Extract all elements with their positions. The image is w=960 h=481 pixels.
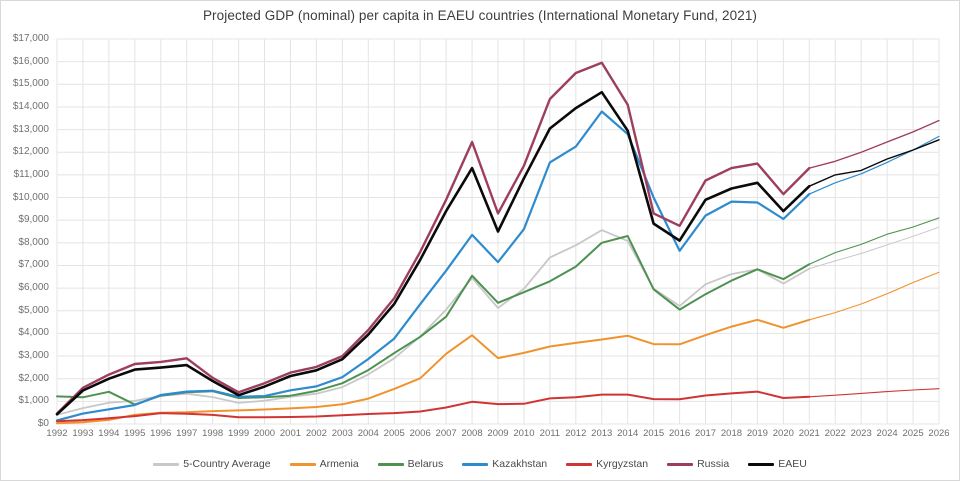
x-tick-label: 2001 <box>279 428 302 439</box>
legend-label: Armenia <box>319 458 359 470</box>
legend-swatch <box>667 462 694 466</box>
chart-title: Projected GDP (nominal) per capita in EA… <box>202 8 758 23</box>
x-tick-label: 2000 <box>253 428 276 439</box>
x-tick-label: 1996 <box>150 428 172 439</box>
y-tick-label: $8,000 <box>18 236 49 248</box>
y-tick-label: $4,000 <box>18 327 49 339</box>
series-line-armenia-projection <box>808 271 940 321</box>
x-tick-label: 2023 <box>850 428 872 439</box>
y-tick-label: $1,000 <box>18 395 49 407</box>
series-line-5-country-average <box>56 229 811 416</box>
x-tick-label: 2004 <box>357 428 379 439</box>
x-tick-label: 2026 <box>928 428 950 439</box>
x-tick-label: 2016 <box>669 428 691 439</box>
legend-swatch <box>377 462 404 466</box>
series-line-eaeu-projection <box>808 139 940 187</box>
y-tick-label: $16,000 <box>12 55 49 67</box>
series-line-russia <box>55 61 811 415</box>
y-tick-label: $15,000 <box>12 78 49 90</box>
x-tick-label: 2020 <box>772 428 794 439</box>
y-tick-label: $11,000 <box>13 168 49 180</box>
y-tick-label: $13,000 <box>12 123 49 135</box>
legend-item: Kazakhstan <box>462 458 547 470</box>
legend-swatch <box>289 462 316 466</box>
series-line-kyrgyzstan <box>56 390 811 423</box>
series-line-belarus <box>56 235 811 406</box>
y-tick-label: $9,000 <box>18 214 49 226</box>
x-tick-label: 2013 <box>591 428 613 439</box>
y-tick-label: $2,000 <box>18 372 49 384</box>
legend-label: Kyrgyzstan <box>596 458 649 470</box>
x-tick-label: 2022 <box>824 428 846 439</box>
series-line-5-country-average-projection <box>808 226 940 270</box>
x-tick-label: 2024 <box>876 428 898 439</box>
legend-item: EAEU <box>748 458 807 470</box>
legend-label: EAEU <box>778 458 807 470</box>
x-tick-label: 2006 <box>409 428 431 439</box>
x-tick-label: 1994 <box>98 428 120 439</box>
x-tick-label: 2010 <box>513 428 535 439</box>
x-tick-label: 2014 <box>617 428 639 439</box>
x-tick-label: 2005 <box>383 428 405 439</box>
x-tick-label: 1993 <box>72 428 94 439</box>
legend-swatch <box>153 462 180 466</box>
x-tick-label: 2007 <box>435 428 457 439</box>
legend-swatch <box>462 462 489 466</box>
legend-item: Kyrgyzstan <box>566 458 648 470</box>
y-tick-label: $0 <box>37 418 49 429</box>
x-tick-label: 2009 <box>487 428 509 439</box>
x-tick-label: 2015 <box>643 428 665 439</box>
y-tick-label: $5,000 <box>18 304 49 316</box>
x-tick-label: 2019 <box>746 428 768 439</box>
legend-label: Russia <box>697 458 730 470</box>
x-tick-label: 1997 <box>176 428 198 439</box>
series-line-belarus-projection <box>808 217 940 265</box>
legend-item: Russia <box>667 458 729 470</box>
x-tick-label: 2003 <box>331 428 353 439</box>
x-tick-label: 1995 <box>124 428 146 439</box>
y-tick-label: $17,000 <box>12 33 49 44</box>
legend-label: Belarus <box>407 458 444 470</box>
legend: 5-Country Average Armenia Belarus Kazakhsta… <box>1 458 959 470</box>
x-tick-label: 2021 <box>798 428 820 439</box>
legend-item: 5-Country Average <box>153 458 271 470</box>
x-tick-label: 2018 <box>720 428 743 439</box>
x-tick-label: 2012 <box>565 428 587 439</box>
y-tick-label: $3,000 <box>18 350 49 362</box>
series-line-armenia <box>56 318 811 425</box>
series-line-eaeu <box>55 90 811 416</box>
legend-swatch <box>566 462 593 466</box>
x-tick-label: 1992 <box>46 428 68 439</box>
legend-item: Belarus <box>377 458 444 470</box>
x-tick-label: 2025 <box>902 428 924 439</box>
x-tick-label: 1999 <box>228 428 250 439</box>
y-tick-label: $6,000 <box>18 282 49 294</box>
series-line-kyrgyzstan-projection <box>808 388 940 398</box>
x-tick-label: 2011 <box>539 428 561 439</box>
x-tick-label: 1998 <box>202 428 224 439</box>
x-tick-label: 2008 <box>461 428 483 439</box>
y-tick-label: $14,000 <box>12 100 49 112</box>
x-tick-label: 2017 <box>694 428 717 439</box>
series-line-russia-projection <box>808 119 940 169</box>
legend-item: Armenia <box>289 458 359 470</box>
series-line-kazakhstan <box>55 110 811 422</box>
y-tick-label: $7,000 <box>18 259 49 271</box>
legend-swatch <box>748 462 775 466</box>
y-tick-label: $10,000 <box>12 191 49 203</box>
legend-label: Kazakhstan <box>492 458 548 470</box>
legend-label: 5-Country Average <box>183 458 271 470</box>
y-tick-label: $12,000 <box>12 146 49 158</box>
x-tick-label: 2002 <box>305 428 327 439</box>
